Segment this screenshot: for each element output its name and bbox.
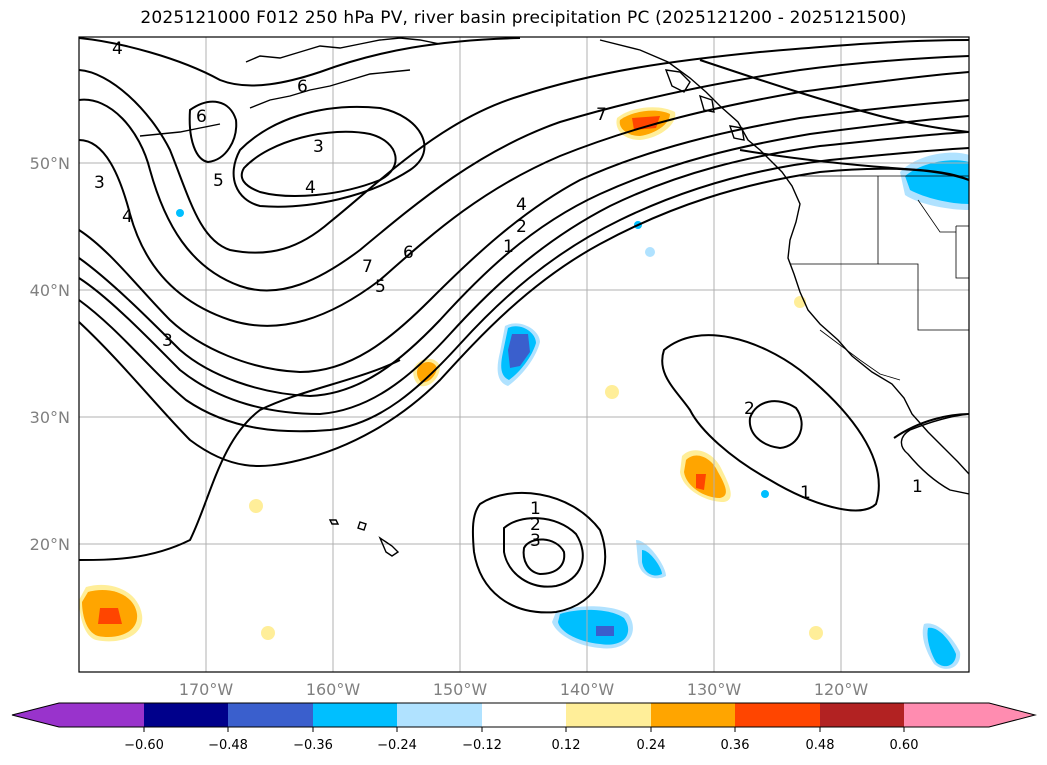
lat-label: 50°N [30, 154, 70, 173]
contour-label: 7 [362, 257, 373, 277]
colorbar-tick-label: −0.48 [208, 738, 248, 753]
lon-label: 170°W [179, 680, 234, 699]
contour-label: 3 [530, 531, 541, 551]
precip-negative-area [596, 626, 614, 636]
coastlines [139, 37, 969, 557]
contour-label: 4 [305, 178, 316, 198]
contour-label: 4 [516, 195, 527, 215]
precip-positive-area [261, 626, 275, 640]
colorbar-extend-min [12, 703, 59, 727]
precip-negative-area [645, 247, 655, 257]
colorbar-tick-label: −0.12 [462, 738, 502, 753]
contour-label: 4 [112, 39, 123, 59]
contour-label: 2 [530, 515, 541, 535]
contour-label: 1 [800, 483, 811, 503]
precip-positive-area [696, 474, 706, 490]
contour-label: 5 [375, 277, 386, 297]
colorbar-tick-label: 0.60 [890, 738, 919, 753]
colorbar-bin [59, 703, 144, 727]
precip-negative-area [508, 334, 530, 368]
figure-title: 2025121000 F012 250 hPa PV, river basin … [140, 8, 907, 28]
contour-label: 4 [122, 207, 133, 227]
colorbar-tick-label: 0.36 [721, 738, 750, 753]
lon-label: 150°W [433, 680, 488, 699]
precip-positive-area [98, 608, 122, 624]
contour-label: 5 [213, 171, 224, 191]
contour-label: 6 [297, 77, 308, 97]
lat-label: 40°N [30, 281, 70, 300]
colorbar-bin [566, 703, 651, 727]
precip-positive-area [632, 116, 660, 130]
contour-label: 2 [744, 399, 755, 419]
colorbar-tick-label: 0.12 [552, 738, 581, 753]
lon-label: 140°W [560, 680, 615, 699]
precip-negative-area [761, 490, 769, 498]
precip-positive-area [249, 499, 263, 513]
colorbar-tick-label: −0.36 [293, 738, 333, 753]
contour-label: 1 [530, 499, 541, 519]
lat-label: 20°N [30, 535, 70, 554]
colorbar-bin [397, 703, 482, 727]
pv-contours [79, 37, 969, 614]
contour-label: 1 [912, 477, 923, 497]
contour-labels: 4 6 6 3 5 4 3 4 7 6 5 4 2 1 7 3 1 2 3 2 … [94, 39, 923, 551]
contour-label: 3 [162, 331, 173, 351]
colorbar-bin [820, 703, 904, 727]
contour-label: 6 [403, 243, 414, 263]
colorbar-bin [228, 703, 313, 727]
borders [790, 175, 969, 381]
precip-negative-area [927, 627, 956, 667]
colorbar-bin [482, 703, 566, 727]
precip-negative-area [642, 550, 662, 576]
colorbar-extend-max [989, 703, 1035, 727]
latitude-labels: 50°N 40°N 30°N 20°N [30, 154, 70, 554]
precip-positive-area [605, 385, 619, 399]
graticule [79, 37, 969, 672]
lon-label: 120°W [814, 680, 869, 699]
colorbar-tick-label: −0.24 [377, 738, 417, 753]
contour-label: 1 [503, 237, 514, 257]
lon-label: 130°W [687, 680, 742, 699]
contour-label: 3 [94, 173, 105, 193]
precip-negative-area [176, 209, 184, 217]
precip-positive-area [417, 362, 437, 383]
lat-label: 30°N [30, 408, 70, 427]
colorbar-bin [735, 703, 820, 727]
longitude-labels: 170°W 160°W 150°W 140°W 130°W 120°W [179, 680, 869, 699]
contour-label: 3 [313, 137, 324, 157]
colorbar-tick-marks [143, 727, 905, 732]
colorbar-bin [904, 703, 989, 727]
colorbar-tick-label: 0.48 [806, 738, 835, 753]
precip-positive-area [809, 626, 823, 640]
contour-label: 2 [516, 217, 527, 237]
colorbar-bin [651, 703, 735, 727]
colorbar-bin [313, 703, 397, 727]
contour-label: 7 [596, 105, 607, 125]
contour-label: 6 [196, 107, 207, 127]
map-frame [78, 36, 970, 673]
lon-label: 160°W [306, 680, 361, 699]
colorbar-tick-label: −0.60 [124, 738, 164, 753]
colorbar: −0.60 −0.48 −0.36 −0.24 −0.12 0.12 0.24 … [11, 702, 1037, 753]
colorbar-bin [144, 703, 228, 727]
colorbar-tick-label: 0.24 [637, 738, 666, 753]
